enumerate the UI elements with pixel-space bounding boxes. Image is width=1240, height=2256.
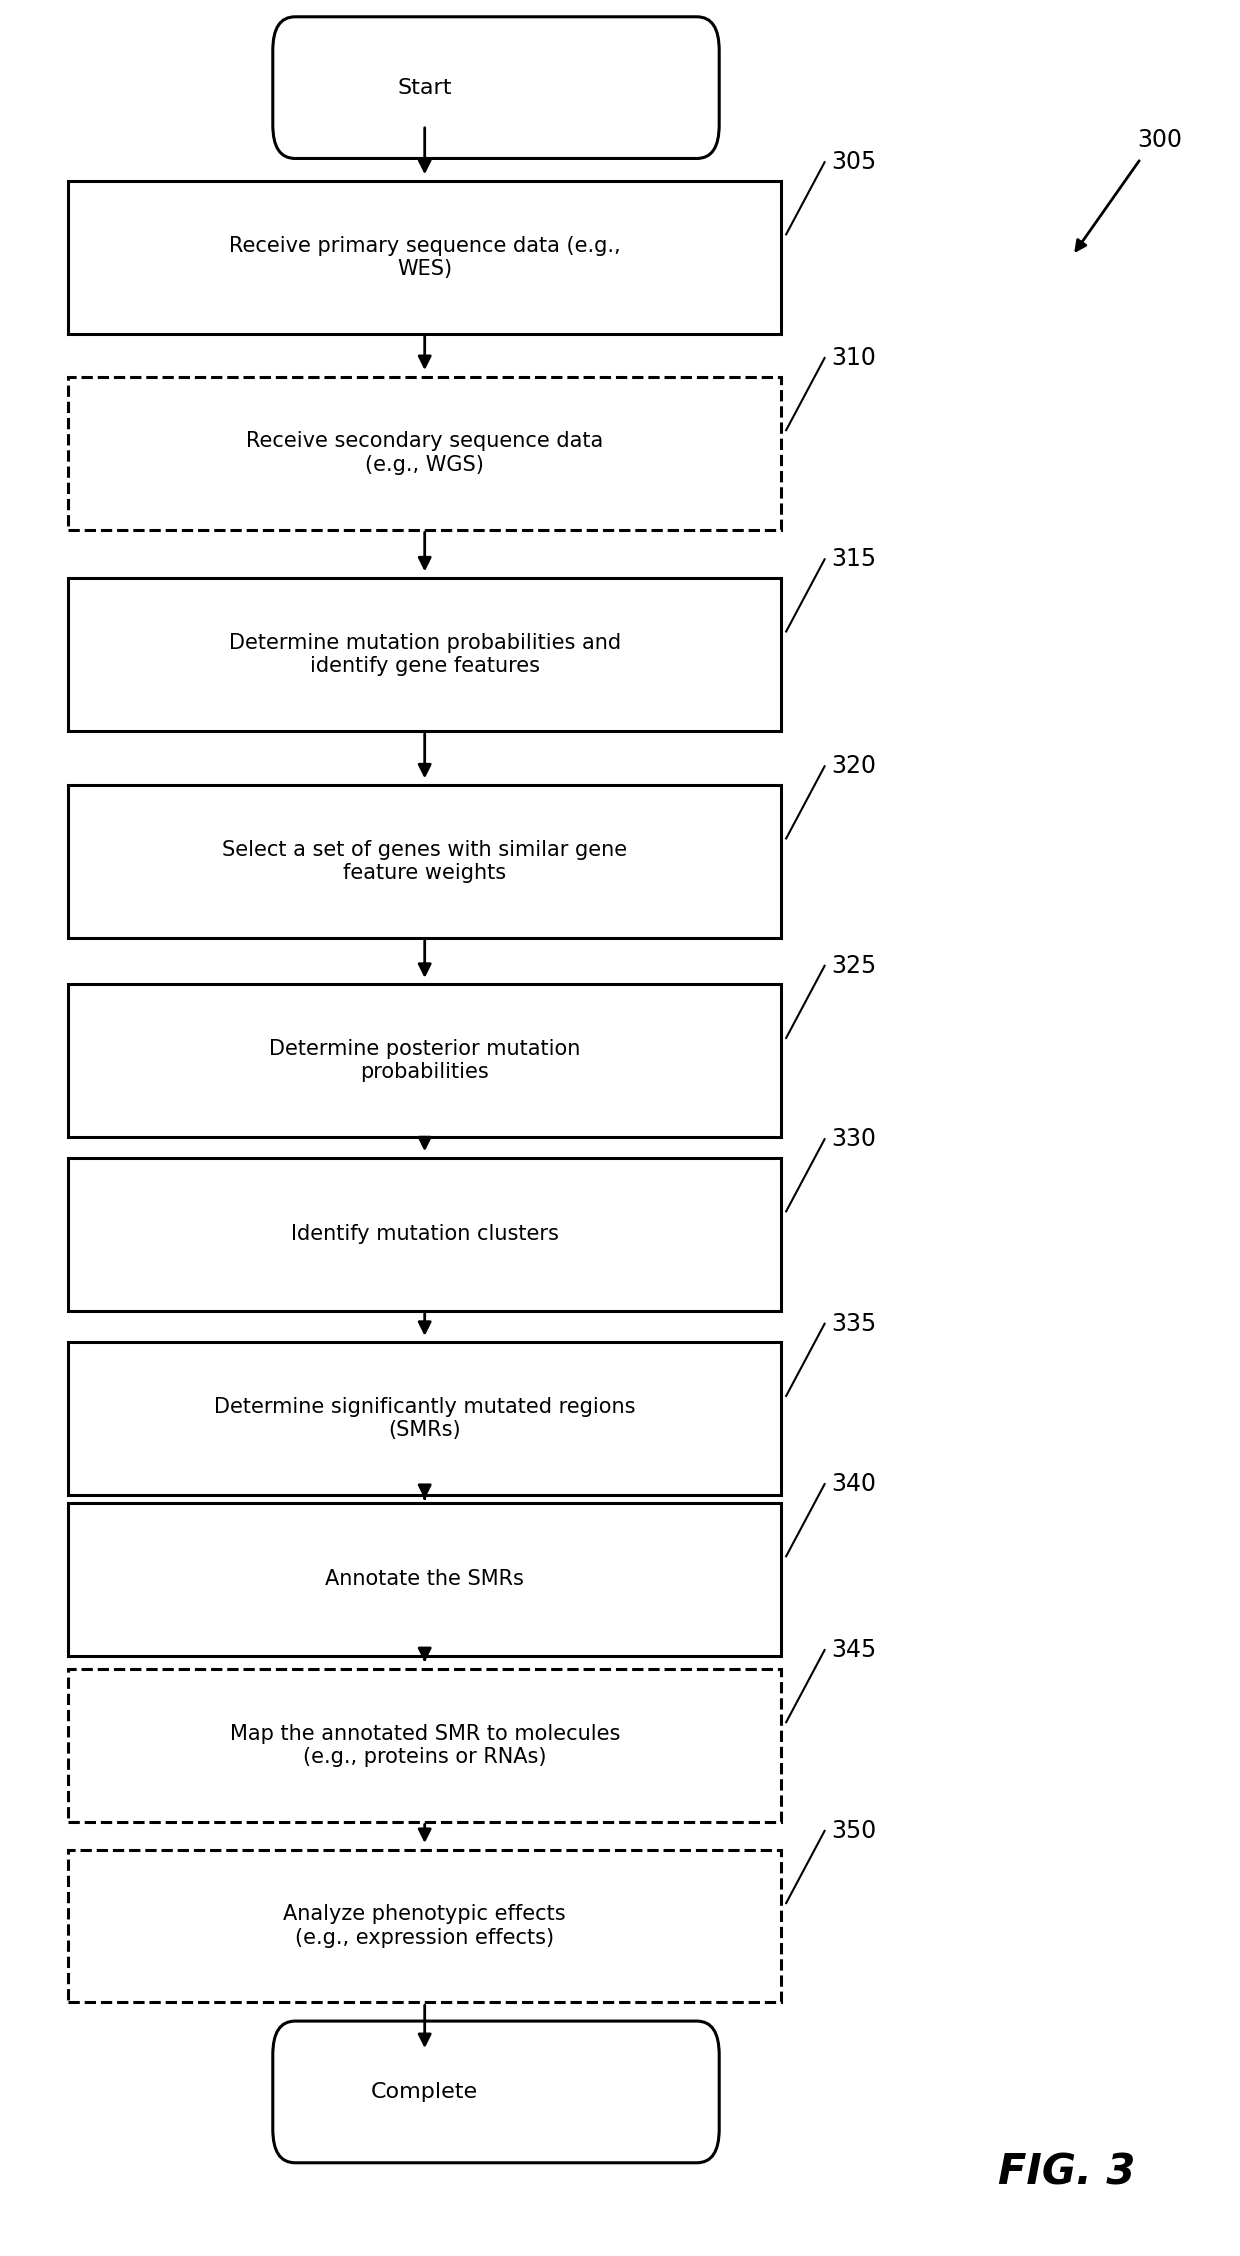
Text: Start: Start <box>398 77 451 97</box>
Text: Determine posterior mutation
probabilities: Determine posterior mutation probabiliti… <box>269 1040 580 1083</box>
Bar <box>68 1502 781 1656</box>
Bar <box>68 1157 781 1311</box>
Text: Annotate the SMRs: Annotate the SMRs <box>325 1570 525 1588</box>
Text: Identify mutation clusters: Identify mutation clusters <box>290 1225 559 1245</box>
Text: 325: 325 <box>831 954 875 977</box>
Text: 300: 300 <box>1137 129 1182 151</box>
Bar <box>68 1669 781 1821</box>
Text: Select a set of genes with similar gene
feature weights: Select a set of genes with similar gene … <box>222 839 627 882</box>
Text: Map the annotated SMR to molecules
(e.g., proteins or RNAs): Map the annotated SMR to molecules (e.g.… <box>229 1724 620 1766</box>
Bar <box>68 180 781 334</box>
Bar <box>68 578 781 731</box>
Text: Determine significantly mutated regions
(SMRs): Determine significantly mutated regions … <box>215 1396 635 1442</box>
Text: FIG. 3: FIG. 3 <box>998 2152 1135 2193</box>
Text: 350: 350 <box>831 1818 875 1843</box>
Text: Complete: Complete <box>371 2082 479 2103</box>
Bar <box>68 984 781 1137</box>
FancyBboxPatch shape <box>273 16 719 158</box>
Text: 330: 330 <box>831 1128 875 1151</box>
Text: Analyze phenotypic effects
(e.g., expression effects): Analyze phenotypic effects (e.g., expres… <box>284 1904 565 1947</box>
Bar <box>68 1850 781 2003</box>
FancyBboxPatch shape <box>273 2021 719 2164</box>
Text: 335: 335 <box>831 1311 875 1336</box>
Text: Receive primary sequence data (e.g.,
WES): Receive primary sequence data (e.g., WES… <box>229 235 620 280</box>
Bar <box>68 1342 781 1496</box>
Text: 305: 305 <box>831 151 875 174</box>
Bar <box>68 785 781 938</box>
Text: Receive secondary sequence data
(e.g., WGS): Receive secondary sequence data (e.g., W… <box>246 431 604 474</box>
Text: 310: 310 <box>831 345 875 370</box>
Text: 340: 340 <box>831 1473 875 1496</box>
Text: 345: 345 <box>831 1638 875 1663</box>
Text: Determine mutation probabilities and
identify gene features: Determine mutation probabilities and ide… <box>228 634 621 677</box>
Text: 320: 320 <box>831 754 875 778</box>
Bar <box>68 377 781 530</box>
Text: 315: 315 <box>831 548 875 571</box>
